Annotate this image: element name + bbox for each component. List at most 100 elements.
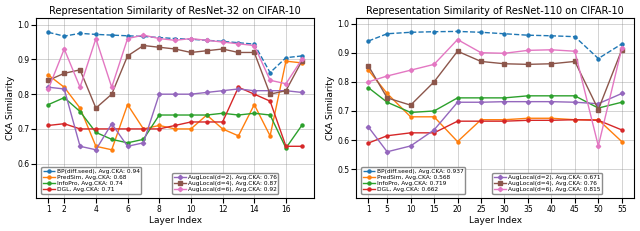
BP(diff.seed), Avg.CKA: 0.94: (12, 0.952): 0.94: (12, 0.952) — [219, 40, 227, 43]
X-axis label: Layer Index: Layer Index — [468, 216, 522, 225]
AugLocal(d=6), Avg.CKA: 0.815: (50, 0.58): 0.815: (50, 0.58) — [595, 145, 602, 147]
AugLocal(d=4), Avg.CKA: 0.87: (6, 0.91): 0.87: (6, 0.91) — [124, 55, 131, 57]
AugLocal(d=2), Avg.CKA: 0.76: (4, 0.64): 0.76: (4, 0.64) — [92, 148, 100, 151]
AugLocal(d=4), Avg.CKA: 0.87: (17, 0.895): 0.87: (17, 0.895) — [298, 60, 306, 63]
AugLocal(d=4), Avg.CKA: 0.87: (4, 0.76): 0.87: (4, 0.76) — [92, 107, 100, 109]
AugLocal(d=2), Avg.CKA: 0.76: (10, 0.8): 0.76: (10, 0.8) — [187, 93, 195, 96]
AugLocal(d=6), Avg.CKA: 0.815: (55, 0.915): 0.815: (55, 0.915) — [618, 47, 626, 50]
InfoPro, Avg.CKA: 0.74: (5, 0.67): 0.74: (5, 0.67) — [108, 138, 116, 141]
AugLocal(d=6), Avg.CKA: 0.815: (20, 0.945): 0.815: (20, 0.945) — [454, 38, 461, 41]
Title: Representation Similarity of ResNet-32 on CIFAR-10: Representation Similarity of ResNet-32 o… — [49, 6, 301, 15]
DGL, Avg.CKA: 0.662: (40, 0.668): 0.662: (40, 0.668) — [548, 119, 556, 122]
Line: BP(diff.seed), Avg.CKA: 0.94: BP(diff.seed), Avg.CKA: 0.94 — [47, 31, 303, 74]
AugLocal(d=4), Avg.CKA: 0.76: (45, 0.87): 0.76: (45, 0.87) — [571, 60, 579, 63]
BP(diff.seed), Avg.CKA: 0.94: (8, 0.963): 0.94: (8, 0.963) — [156, 36, 163, 39]
AugLocal(d=2), Avg.CKA: 0.76: (9, 0.8): 0.76: (9, 0.8) — [172, 93, 179, 96]
InfoPro, Avg.CKA: 0.719: (25, 0.745): 0.719: (25, 0.745) — [477, 97, 485, 99]
BP(diff.seed), Avg.CKA: 0.937: (5, 0.965): 0.937: (5, 0.965) — [383, 32, 391, 35]
BP(diff.seed), Avg.CKA: 0.94: (3, 0.975): 0.94: (3, 0.975) — [76, 32, 84, 35]
PredSim, Avg.CKA: 0.68: (2, 0.82): 0.68: (2, 0.82) — [60, 86, 68, 89]
BP(diff.seed), Avg.CKA: 0.94: (5, 0.97): 0.94: (5, 0.97) — [108, 34, 116, 36]
AugLocal(d=2), Avg.CKA: 0.76: (2, 0.815): 0.76: (2, 0.815) — [60, 88, 68, 90]
InfoPro, Avg.CKA: 0.719: (1, 0.78): 0.719: (1, 0.78) — [365, 86, 372, 89]
DGL, Avg.CKA: 0.71: (7, 0.7): 0.71: (7, 0.7) — [140, 128, 147, 130]
AugLocal(d=2), Avg.CKA: 0.76: (15, 0.81): 0.76: (15, 0.81) — [266, 89, 274, 92]
AugLocal(d=4), Avg.CKA: 0.87: (13, 0.92): 0.87: (13, 0.92) — [235, 51, 243, 54]
InfoPro, Avg.CKA: 0.74: (13, 0.74): 0.74: (13, 0.74) — [235, 114, 243, 116]
PredSim, Avg.CKA: 0.568: (35, 0.675): 0.568: (35, 0.675) — [524, 117, 532, 120]
AugLocal(d=6), Avg.CKA: 0.815: (35, 0.908): 0.815: (35, 0.908) — [524, 49, 532, 52]
BP(diff.seed), Avg.CKA: 0.94: (9, 0.96): 0.94: (9, 0.96) — [172, 37, 179, 40]
AugLocal(d=2), Avg.CKA: 0.671: (30, 0.732): 0.671: (30, 0.732) — [500, 100, 508, 103]
PredSim, Avg.CKA: 0.68: (12, 0.7): 0.68: (12, 0.7) — [219, 128, 227, 130]
BP(diff.seed), Avg.CKA: 0.94: (13, 0.948): 0.94: (13, 0.948) — [235, 41, 243, 44]
DGL, Avg.CKA: 0.662: (55, 0.635): 0.662: (55, 0.635) — [618, 128, 626, 131]
AugLocal(d=6), Avg.CKA: 0.92: (11, 0.955): 0.92: (11, 0.955) — [203, 39, 211, 42]
AugLocal(d=2), Avg.CKA: 0.76: (13, 0.815): 0.76: (13, 0.815) — [235, 88, 243, 90]
AugLocal(d=4), Avg.CKA: 0.87: (16, 0.81): 0.87: (16, 0.81) — [282, 89, 290, 92]
PredSim, Avg.CKA: 0.568: (20, 0.595): 0.568: (20, 0.595) — [454, 140, 461, 143]
AugLocal(d=2), Avg.CKA: 0.76: (8, 0.8): 0.76: (8, 0.8) — [156, 93, 163, 96]
InfoPro, Avg.CKA: 0.74: (12, 0.745): 0.74: (12, 0.745) — [219, 112, 227, 115]
InfoPro, Avg.CKA: 0.719: (10, 0.695): 0.719: (10, 0.695) — [407, 111, 415, 114]
BP(diff.seed), Avg.CKA: 0.94: (2, 0.967): 0.94: (2, 0.967) — [60, 35, 68, 37]
PredSim, Avg.CKA: 0.68: (1, 0.855): 0.68: (1, 0.855) — [45, 74, 52, 76]
BP(diff.seed), Avg.CKA: 0.937: (20, 0.973): 0.937: (20, 0.973) — [454, 30, 461, 33]
InfoPro, Avg.CKA: 0.74: (7, 0.67): 0.74: (7, 0.67) — [140, 138, 147, 141]
InfoPro, Avg.CKA: 0.74: (11, 0.74): 0.74: (11, 0.74) — [203, 114, 211, 116]
InfoPro, Avg.CKA: 0.74: (10, 0.74): 0.74: (10, 0.74) — [187, 114, 195, 116]
PredSim, Avg.CKA: 0.68: (16, 0.895): 0.68: (16, 0.895) — [282, 60, 290, 63]
AugLocal(d=6), Avg.CKA: 0.815: (5, 0.82): 0.815: (5, 0.82) — [383, 75, 391, 77]
DGL, Avg.CKA: 0.71: (12, 0.72): 0.71: (12, 0.72) — [219, 121, 227, 123]
AugLocal(d=2), Avg.CKA: 0.671: (1, 0.645): 0.671: (1, 0.645) — [365, 126, 372, 128]
AugLocal(d=6), Avg.CKA: 0.92: (6, 0.96): 0.92: (6, 0.96) — [124, 37, 131, 40]
BP(diff.seed), Avg.CKA: 0.94: (10, 0.958): 0.94: (10, 0.958) — [187, 38, 195, 41]
InfoPro, Avg.CKA: 0.719: (30, 0.745): 0.719: (30, 0.745) — [500, 97, 508, 99]
AugLocal(d=4), Avg.CKA: 0.76: (15, 0.8): 0.76: (15, 0.8) — [430, 80, 438, 83]
PredSim, Avg.CKA: 0.68: (6, 0.77): 0.68: (6, 0.77) — [124, 103, 131, 106]
AugLocal(d=6), Avg.CKA: 0.815: (45, 0.905): 0.815: (45, 0.905) — [571, 50, 579, 53]
AugLocal(d=2), Avg.CKA: 0.671: (55, 0.76): 0.671: (55, 0.76) — [618, 92, 626, 95]
AugLocal(d=6), Avg.CKA: 0.92: (14, 0.94): 0.92: (14, 0.94) — [250, 44, 258, 47]
DGL, Avg.CKA: 0.71: (5, 0.7): 0.71: (5, 0.7) — [108, 128, 116, 130]
Line: AugLocal(d=2), Avg.CKA: 0.671: AugLocal(d=2), Avg.CKA: 0.671 — [367, 92, 623, 153]
AugLocal(d=4), Avg.CKA: 0.87: (5, 0.8): 0.87: (5, 0.8) — [108, 93, 116, 96]
DGL, Avg.CKA: 0.71: (11, 0.72): 0.71: (11, 0.72) — [203, 121, 211, 123]
Line: AugLocal(d=6), Avg.CKA: 0.92: AugLocal(d=6), Avg.CKA: 0.92 — [47, 33, 303, 91]
BP(diff.seed), Avg.CKA: 0.937: (10, 0.97): 0.937: (10, 0.97) — [407, 31, 415, 34]
InfoPro, Avg.CKA: 0.719: (50, 0.71): 0.719: (50, 0.71) — [595, 107, 602, 109]
AugLocal(d=6), Avg.CKA: 0.92: (10, 0.96): 0.92: (10, 0.96) — [187, 37, 195, 40]
BP(diff.seed), Avg.CKA: 0.937: (1, 0.94): 0.937: (1, 0.94) — [365, 40, 372, 43]
BP(diff.seed), Avg.CKA: 0.94: (4, 0.972): 0.94: (4, 0.972) — [92, 33, 100, 36]
Legend: AugLocal(d=2), Avg.CKA: 0.671, AugLocal(d=4), Avg.CKA: 0.76, AugLocal(d=6), Avg.: AugLocal(d=2), Avg.CKA: 0.671, AugLocal(… — [492, 173, 602, 194]
BP(diff.seed), Avg.CKA: 0.937: (35, 0.96): 0.937: (35, 0.96) — [524, 34, 532, 36]
AugLocal(d=2), Avg.CKA: 0.671: (25, 0.73): 0.671: (25, 0.73) — [477, 101, 485, 104]
DGL, Avg.CKA: 0.662: (5, 0.615): 0.662: (5, 0.615) — [383, 134, 391, 137]
PredSim, Avg.CKA: 0.68: (14, 0.77): 0.68: (14, 0.77) — [250, 103, 258, 106]
PredSim, Avg.CKA: 0.68: (4, 0.65): 0.68: (4, 0.65) — [92, 145, 100, 148]
AugLocal(d=4), Avg.CKA: 0.87: (2, 0.86): 0.87: (2, 0.86) — [60, 72, 68, 75]
AugLocal(d=2), Avg.CKA: 0.671: (45, 0.73): 0.671: (45, 0.73) — [571, 101, 579, 104]
BP(diff.seed), Avg.CKA: 0.937: (40, 0.958): 0.937: (40, 0.958) — [548, 34, 556, 37]
InfoPro, Avg.CKA: 0.719: (40, 0.752): 0.719: (40, 0.752) — [548, 94, 556, 97]
AugLocal(d=6), Avg.CKA: 0.92: (16, 0.83): 0.92: (16, 0.83) — [282, 82, 290, 85]
AugLocal(d=4), Avg.CKA: 0.87: (8, 0.935): 0.87: (8, 0.935) — [156, 46, 163, 49]
AugLocal(d=2), Avg.CKA: 0.76: (6, 0.65): 0.76: (6, 0.65) — [124, 145, 131, 148]
AugLocal(d=4), Avg.CKA: 0.87: (1, 0.84): 0.87: (1, 0.84) — [45, 79, 52, 82]
BP(diff.seed), Avg.CKA: 0.94: (14, 0.944): 0.94: (14, 0.944) — [250, 43, 258, 46]
Line: AugLocal(d=2), Avg.CKA: 0.76: AugLocal(d=2), Avg.CKA: 0.76 — [47, 86, 303, 151]
AugLocal(d=2), Avg.CKA: 0.671: (5, 0.56): 0.671: (5, 0.56) — [383, 150, 391, 153]
InfoPro, Avg.CKA: 0.74: (2, 0.79): 0.74: (2, 0.79) — [60, 96, 68, 99]
AugLocal(d=4), Avg.CKA: 0.87: (14, 0.92): 0.87: (14, 0.92) — [250, 51, 258, 54]
InfoPro, Avg.CKA: 0.74: (1, 0.77): 0.74: (1, 0.77) — [45, 103, 52, 106]
AugLocal(d=6), Avg.CKA: 0.815: (1, 0.8): 0.815: (1, 0.8) — [365, 80, 372, 83]
AugLocal(d=6), Avg.CKA: 0.815: (25, 0.9): 0.815: (25, 0.9) — [477, 51, 485, 54]
PredSim, Avg.CKA: 0.68: (10, 0.7): 0.68: (10, 0.7) — [187, 128, 195, 130]
PredSim, Avg.CKA: 0.568: (10, 0.68): 0.568: (10, 0.68) — [407, 116, 415, 118]
Line: DGL, Avg.CKA: 0.71: DGL, Avg.CKA: 0.71 — [47, 86, 303, 148]
DGL, Avg.CKA: 0.71: (8, 0.7): 0.71: (8, 0.7) — [156, 128, 163, 130]
AugLocal(d=6), Avg.CKA: 0.92: (13, 0.945): 0.92: (13, 0.945) — [235, 43, 243, 45]
InfoPro, Avg.CKA: 0.74: (6, 0.66): 0.74: (6, 0.66) — [124, 141, 131, 144]
BP(diff.seed), Avg.CKA: 0.94: (11, 0.955): 0.94: (11, 0.955) — [203, 39, 211, 42]
DGL, Avg.CKA: 0.71: (10, 0.72): 0.71: (10, 0.72) — [187, 121, 195, 123]
